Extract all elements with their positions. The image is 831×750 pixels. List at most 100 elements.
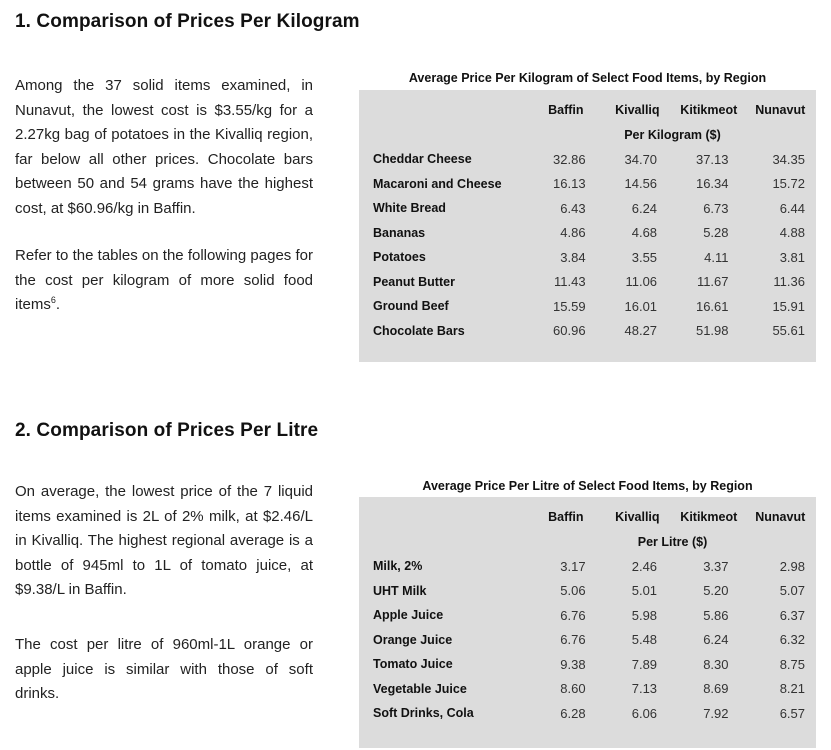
price-nunavut: 8.75	[779, 656, 805, 672]
price-kivalliq: 5.48	[631, 632, 658, 648]
price-nunavut: 4.88	[779, 225, 805, 241]
unit-row: Per Kilogram ($)	[359, 123, 816, 148]
column-header-kivalliq: Kivalliq	[615, 103, 660, 118]
price-baffin: 6.76	[560, 607, 586, 623]
table-row: Macaroni and Cheese 16.13 14.56 16.34 15.72	[359, 172, 816, 197]
price-kitikmeot: 7.92	[703, 705, 729, 721]
column-header-nunavut: Nunavut	[755, 103, 806, 118]
price-kivalliq: 5.98	[631, 607, 658, 623]
price-baffin: 15.59	[553, 298, 586, 314]
price-kivalliq: 11.06	[625, 274, 658, 290]
table-row: Apple Juice 6.76 5.98 5.86 6.37	[359, 603, 816, 628]
item-name: Apple Juice	[373, 608, 444, 623]
paragraph-text: Refer to the tables on the following pag…	[15, 247, 313, 313]
price-kitikmeot: 8.69	[703, 681, 729, 697]
price-kitikmeot: 6.73	[703, 200, 729, 216]
price-baffin: 3.84	[560, 249, 586, 265]
price-baffin: 60.96	[553, 323, 586, 339]
price-nunavut: 6.57	[779, 705, 805, 721]
price-baffin: 6.76	[560, 632, 586, 648]
column-header-baffin: Baffin	[548, 510, 584, 525]
price-per-kilogram-table: Baffin Kivalliq Kitikmeot Nunavut Per Ki…	[359, 98, 816, 343]
column-header-kitikmeot: Kitikmeot	[680, 510, 738, 525]
price-kitikmeot: 5.86	[703, 607, 729, 623]
price-nunavut: 5.07	[779, 583, 805, 599]
column-header-kivalliq: Kivalliq	[615, 510, 660, 525]
unit-label: Per Kilogram ($)	[624, 127, 721, 142]
table-2-container: Baffin Kivalliq Kitikmeot Nunavut Per Li…	[359, 497, 816, 748]
section-2-title: 2. Comparison of Prices Per Litre	[15, 420, 319, 441]
price-kivalliq: 7.89	[631, 656, 658, 672]
table-header-row: Baffin Kivalliq Kitikmeot Nunavut	[359, 505, 816, 530]
footnote-reference[interactable]: 6	[50, 295, 56, 305]
item-name: Milk, 2%	[373, 559, 423, 574]
price-baffin: 32.86	[553, 151, 586, 167]
price-nunavut: 6.32	[779, 632, 805, 648]
price-nunavut: 15.91	[772, 298, 805, 314]
price-kivalliq: 2.46	[631, 558, 658, 574]
price-nunavut: 6.44	[779, 200, 805, 216]
item-name: Bananas	[373, 225, 426, 240]
table-row: Potatoes 3.84 3.55 4.11 3.81	[359, 245, 816, 270]
price-kitikmeot: 51.98	[695, 323, 729, 339]
price-kivalliq: 34.70	[624, 151, 658, 167]
price-kitikmeot: 8.30	[703, 656, 729, 672]
price-kitikmeot: 4.11	[704, 249, 729, 265]
item-name: Soft Drinks, Cola	[373, 706, 474, 721]
price-nunavut: 34.35	[772, 151, 805, 167]
section-1-paragraph-2: Refer to the tables on the following pag…	[15, 244, 313, 318]
table-row: Cheddar Cheese 32.86 34.70 37.13 34.35	[359, 147, 816, 172]
item-name: Macaroni and Cheese	[373, 176, 502, 191]
price-nunavut: 11.36	[773, 274, 805, 290]
item-name: Tomato Juice	[373, 657, 453, 672]
item-name: Peanut Butter	[373, 274, 455, 289]
price-baffin: 11.43	[554, 274, 586, 290]
table-row: Chocolate Bars 60.96 48.27 51.98 55.61	[359, 319, 816, 344]
table-row: Soft Drinks, Cola 6.28 6.06 7.92 6.57	[359, 701, 816, 726]
price-nunavut: 8.21	[779, 681, 805, 697]
paragraph-end: .	[55, 296, 61, 313]
item-name: White Bread	[373, 201, 446, 216]
price-baffin: 16.13	[553, 176, 586, 192]
item-name: Cheddar Cheese	[373, 152, 472, 167]
price-baffin: 4.86	[560, 225, 586, 241]
item-header	[359, 98, 530, 123]
column-header-kitikmeot: Kitikmeot	[680, 103, 738, 118]
price-kivalliq: 3.55	[631, 249, 658, 265]
price-kivalliq: 14.56	[624, 176, 658, 192]
price-per-litre-table: Baffin Kivalliq Kitikmeot Nunavut Per Li…	[359, 505, 816, 726]
price-kivalliq: 4.68	[631, 225, 658, 241]
table-row: Orange Juice 6.76 5.48 6.24 6.32	[359, 628, 816, 653]
table-2-caption: Average Price Per Litre of Select Food I…	[422, 479, 753, 493]
unit-label: Per Litre ($)	[637, 534, 708, 549]
price-baffin: 5.06	[560, 583, 586, 599]
price-kivalliq: 7.13	[631, 681, 658, 697]
table-row: Tomato Juice 9.38 7.89 8.30 8.75	[359, 652, 816, 677]
unit-row: Per Litre ($)	[359, 530, 816, 555]
price-kitikmeot: 16.61	[695, 298, 729, 314]
section-2-paragraph-2: The cost per litre of 960ml-1L orange or…	[15, 636, 313, 702]
price-kitikmeot: 5.28	[703, 225, 729, 241]
price-kitikmeot: 5.20	[703, 583, 729, 599]
section-1-title: 1. Comparison of Prices Per Kilogram	[15, 11, 360, 32]
price-kivalliq: 48.27	[624, 323, 658, 339]
table-1-container: Baffin Kivalliq Kitikmeot Nunavut Per Ki…	[359, 90, 816, 362]
column-header-baffin: Baffin	[548, 103, 584, 118]
price-kivalliq: 16.01	[624, 298, 658, 314]
price-baffin: 6.43	[560, 200, 586, 216]
table-1-caption: Average Price Per Kilogram of Select Foo…	[408, 71, 767, 85]
price-nunavut: 55.61	[772, 323, 805, 339]
price-kivalliq: 6.24	[631, 200, 658, 216]
price-nunavut: 6.37	[779, 607, 805, 623]
price-kitikmeot: 11.67	[696, 274, 729, 290]
price-kitikmeot: 3.37	[703, 558, 729, 574]
price-baffin: 3.17	[560, 558, 586, 574]
table-row: Milk, 2% 3.17 2.46 3.37 2.98	[359, 554, 816, 579]
table-row: White Bread 6.43 6.24 6.73 6.44	[359, 196, 816, 221]
price-kitikmeot: 37.13	[695, 151, 729, 167]
price-nunavut: 2.98	[779, 558, 805, 574]
table-row: Vegetable Juice 8.60 7.13 8.69 8.21	[359, 677, 816, 702]
table-row: Ground Beef 15.59 16.01 16.61 15.91	[359, 294, 816, 319]
column-header-nunavut: Nunavut	[755, 510, 806, 525]
item-name: UHT Milk	[373, 583, 427, 598]
